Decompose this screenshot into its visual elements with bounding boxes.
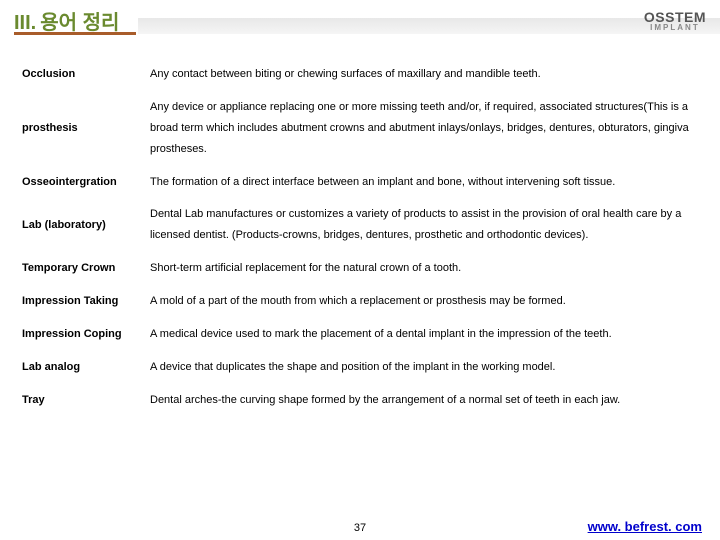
term: Impression Coping — [18, 318, 146, 351]
title-text: 용어 정리 — [40, 6, 119, 35]
logo-main: OSSTEM — [644, 10, 706, 24]
term: Osseointergration — [18, 166, 146, 199]
table-row: Temporary Crown Short-term artificial re… — [18, 252, 702, 285]
term: prosthesis — [18, 91, 146, 166]
content: Occlusion Any contact between biting or … — [0, 40, 720, 417]
definition: Any contact between biting or chewing su… — [146, 58, 702, 91]
logo: OSSTEM IMPLANT — [644, 10, 706, 32]
definition: Dental arches-the curving shape formed b… — [146, 384, 702, 417]
table-row: Osseointergration The formation of a dir… — [18, 166, 702, 199]
term: Lab analog — [18, 351, 146, 384]
definition: Short-term artificial replacement for th… — [146, 252, 702, 285]
header-stripe — [138, 18, 720, 34]
table-row: Lab (laboratory) Dental Lab manufactures… — [18, 198, 702, 252]
table-row: Impression Taking A mold of a part of th… — [18, 285, 702, 318]
table-row: Lab analog A device that duplicates the … — [18, 351, 702, 384]
term: Tray — [18, 384, 146, 417]
term: Impression Taking — [18, 285, 146, 318]
definitions-table: Occlusion Any contact between biting or … — [18, 58, 702, 417]
definition: Dental Lab manufactures or customizes a … — [146, 198, 702, 252]
table-row: prosthesis Any device or appliance repla… — [18, 91, 702, 166]
term: Occlusion — [18, 58, 146, 91]
definition: A medical device used to mark the placem… — [146, 318, 702, 351]
table-row: Tray Dental arches-the curving shape for… — [18, 384, 702, 417]
definition: Any device or appliance replacing one or… — [146, 91, 702, 166]
header: III. 용어 정리 OSSTEM IMPLANT — [0, 0, 720, 40]
title-section: III. 용어 정리 — [0, 6, 119, 35]
definition: A device that duplicates the shape and p… — [146, 351, 702, 384]
table-row: Impression Coping A medical device used … — [18, 318, 702, 351]
term: Temporary Crown — [18, 252, 146, 285]
page-number: 37 — [354, 522, 366, 534]
table-row: Occlusion Any contact between biting or … — [18, 58, 702, 91]
footer-link[interactable]: www. befrest. com — [588, 519, 702, 534]
definition: The formation of a direct interface betw… — [146, 166, 702, 199]
logo-sub: IMPLANT — [644, 24, 706, 32]
term: Lab (laboratory) — [18, 198, 146, 252]
title-underline — [14, 32, 136, 35]
definition: A mold of a part of the mouth from which… — [146, 285, 702, 318]
